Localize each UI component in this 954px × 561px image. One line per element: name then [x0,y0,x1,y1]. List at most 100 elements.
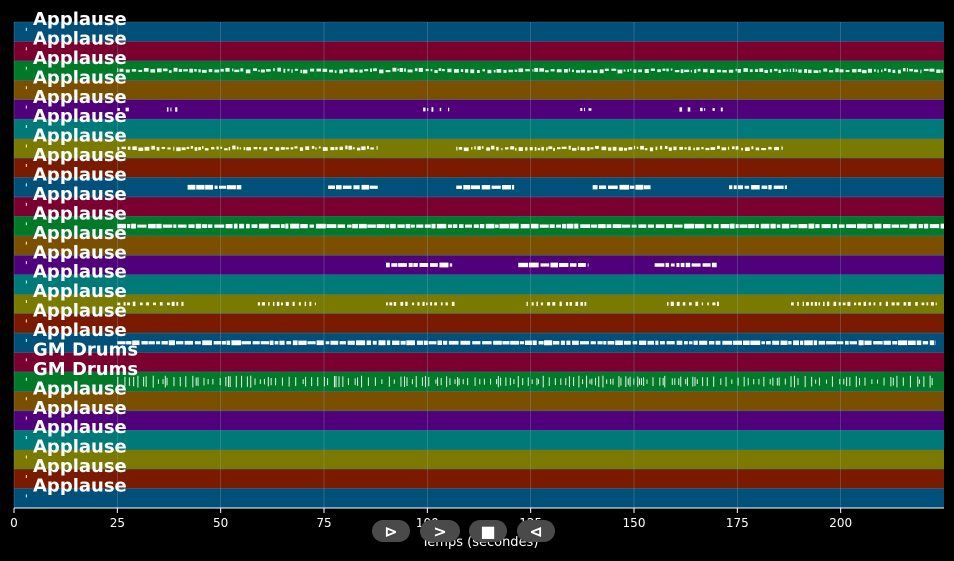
x-tick-label: 0 [10,516,18,530]
note-marker [25,299,27,303]
note-marker [25,319,27,323]
play-button[interactable]: ⊳ [372,520,410,542]
note-event [257,301,316,307]
track-label: Applause [33,437,127,458]
note-event [456,145,783,152]
note-marker [25,397,27,401]
note-marker [25,202,27,206]
note-event [679,107,683,112]
note-marker [25,338,27,342]
track-lane [14,294,944,314]
note-marker [25,377,27,381]
track-label: GM Drums [33,339,138,360]
track-lane [14,371,944,392]
track-lane [14,313,944,334]
note-event [386,301,455,307]
track-label: Applause [33,456,127,477]
note-event [117,223,944,229]
note-marker [25,144,27,148]
note-event [117,67,944,74]
note-marker [25,436,27,440]
note-marker [25,280,27,284]
note-event [431,107,434,112]
note-event [117,375,933,388]
note-event [687,107,691,112]
track-label: Applause [33,9,127,30]
note-marker [25,183,27,187]
track-lane [14,99,944,120]
track-lane [14,196,944,217]
note-event [588,108,592,111]
note-event [518,262,589,268]
note-event [580,107,586,112]
note-event [187,184,242,190]
note-event [175,107,178,112]
note-marker [25,222,27,226]
note-event [456,184,515,190]
track-label: Applause [33,126,127,147]
note-marker [25,455,27,459]
note-marker [25,474,27,478]
playback-controls: ⊳ > ■ ⊲ [372,520,558,544]
x-tick-label: 200 [829,516,852,530]
note-event [526,301,587,307]
note-event [117,340,936,346]
track-lane [14,119,944,139]
note-event [654,262,717,268]
note-marker [25,86,27,90]
note-marker [25,416,27,420]
track-label: Applause [33,262,127,283]
track-lane [14,430,944,450]
x-tick-label: 150 [623,516,646,530]
note-event [423,107,429,112]
stop-button[interactable]: ■ [469,520,507,542]
x-tick-label: 75 [316,516,331,530]
track-label: Applause [33,48,127,69]
note-event [667,301,719,307]
note-event [592,184,651,190]
track-lane [14,255,944,275]
track-lane [14,352,944,372]
track-label: Applause [33,417,127,438]
note-event [328,184,378,190]
note-event [166,107,172,112]
track-lane [14,469,944,489]
track-lane [14,158,944,178]
track-label: Applause [33,281,127,302]
track-label: Applause [33,28,127,49]
note-event [125,107,129,112]
note-event [720,107,723,112]
track-lane [14,216,944,236]
forward-button[interactable]: > [420,520,460,542]
track-lane [14,274,944,295]
x-tick-label: 50 [213,516,228,530]
track-label: Applause [33,223,127,244]
note-event [117,145,378,152]
note-event [386,262,453,268]
note-event [712,108,715,111]
note-event [700,107,706,112]
track-label: Applause [33,320,127,341]
note-marker [25,494,27,498]
track-label: Applause [33,398,127,419]
x-tick-label: 25 [110,516,125,530]
x-tick-label: 175 [726,516,749,530]
track-label: Applause [33,476,127,497]
track-lane [14,410,944,431]
track-label: Applause [33,203,127,224]
note-marker [25,125,27,129]
track-label: Applause [33,242,127,263]
track-label: Applause [33,301,127,322]
note-marker [25,261,27,265]
note-event [117,301,184,307]
track-label: Applause [33,184,127,205]
track-label: Applause [33,145,127,166]
back-button[interactable]: ⊲ [517,520,555,542]
track-lane [14,449,944,470]
note-event [439,107,442,112]
note-marker [25,105,27,109]
note-marker [25,163,27,167]
track-lane [14,41,944,61]
note-event [791,301,937,307]
note-marker [25,66,27,70]
